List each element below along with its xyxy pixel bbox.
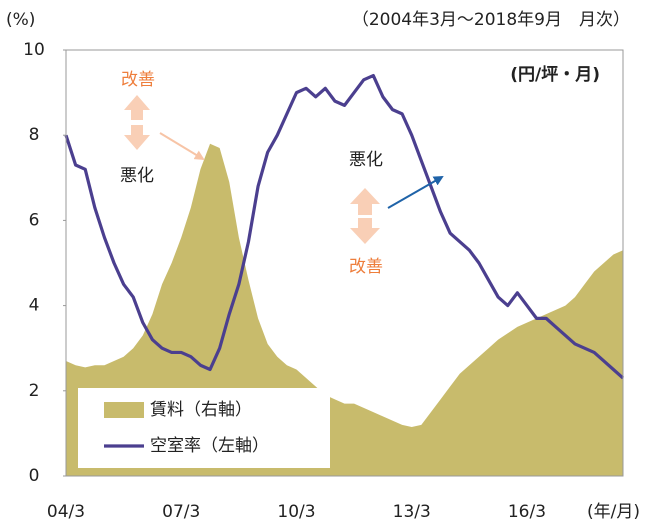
x-tick-label: 07/3 xyxy=(162,502,200,522)
plot-frame xyxy=(65,49,624,477)
x-tick-label: 10/3 xyxy=(277,502,315,522)
y-tick-label: 0 xyxy=(29,466,40,486)
subtitle: （2004年3月～2018年9月 月次） xyxy=(352,10,630,30)
y-tick-label: 6 xyxy=(29,210,40,230)
annotation: 悪化 xyxy=(349,150,383,170)
legend-label: 空室率（左軸） xyxy=(150,436,269,456)
legend-swatch xyxy=(104,402,144,418)
y2-axis-label: (円/坪・月) xyxy=(510,65,600,85)
legend xyxy=(78,388,330,468)
y-tick-label: 8 xyxy=(29,125,40,145)
y-tick-label: 4 xyxy=(29,296,40,316)
y-tick-label: 10 xyxy=(23,40,45,60)
arrow-double xyxy=(350,188,380,244)
y-axis-label: (%) xyxy=(6,10,35,30)
x-tick-label: 16/3 xyxy=(508,502,546,522)
y-tick-label: 2 xyxy=(29,381,40,401)
x-tick-label: 13/3 xyxy=(393,502,431,522)
x-tick-label: 04/3 xyxy=(47,502,85,522)
arrow xyxy=(159,132,205,161)
legend-items: 賃料（右軸） 空室率（左軸） xyxy=(104,400,269,456)
annotation: 改善 xyxy=(349,257,383,277)
line xyxy=(64,73,625,380)
annotation: 悪化 xyxy=(120,166,154,186)
x-axis-label: (年/月) xyxy=(587,502,640,522)
legend-label: 賃料（右軸） xyxy=(150,400,252,420)
arrow-double xyxy=(124,95,150,150)
annotation: 改善 xyxy=(121,70,155,90)
arrow xyxy=(387,176,444,209)
